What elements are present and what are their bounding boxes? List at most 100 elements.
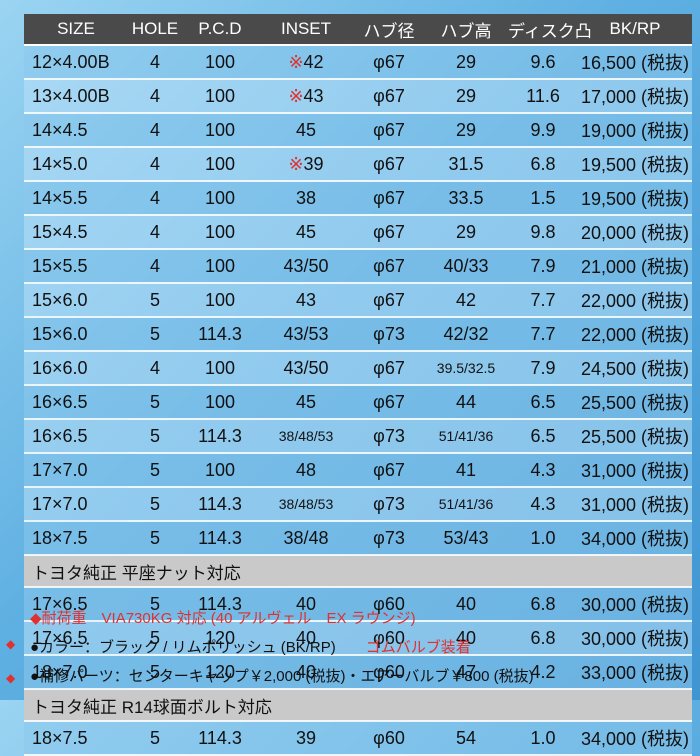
cell-hole: 5: [128, 587, 182, 622]
cell-price: 19,500 (税抜): [578, 181, 692, 216]
notes-block: ◆耐荷重 VIA730KG 対応 (40 アルヴェル EX ラウンジ) ●カラー…: [30, 604, 690, 691]
note-rubber-valve: ゴムバルブ装着: [365, 639, 471, 656]
cell-disc-offset: 7.7: [508, 317, 578, 352]
cell-hub-height: 29: [424, 45, 508, 80]
cell-hub-height: 47: [424, 655, 508, 690]
cell-inset: 43/53: [258, 317, 354, 352]
cell-pcd: 120: [182, 655, 258, 690]
cell-inset: 43/50: [258, 249, 354, 284]
cell-hub-height: 42: [424, 283, 508, 318]
cell-hub-height: 42/32: [424, 317, 508, 352]
table-row: 15×4.5 4 100 45 φ67 29 9.8 20,000 (税抜): [24, 215, 692, 250]
asterisk-mark: ※: [288, 85, 304, 106]
cell-disc-offset: 9.9: [508, 113, 578, 148]
cell-hub-diameter: φ60: [354, 621, 424, 656]
cell-hole: 4: [128, 215, 182, 250]
size-text: 18×7.0: [32, 661, 88, 682]
cell-price: 31,000 (税抜): [578, 453, 692, 488]
cell-size: 16×6.5: [24, 385, 128, 420]
cell-disc-offset: 9.8: [508, 215, 578, 250]
cell-inset: 45: [258, 215, 354, 250]
cell-price: 17,000 (税抜): [578, 79, 692, 114]
cell-size: ◆ 18×7.0: [6, 655, 128, 690]
note-color: ●カラー：ブラック / リムポリッシュ (BK/RP) ゴムバルブ装着: [30, 633, 690, 662]
cell-inset: 38: [258, 181, 354, 216]
table-row: 12×4.00B 4 100 ※42 φ67 29 9.6 16,500 (税抜): [24, 45, 692, 80]
table-row: 14×4.5 4 100 45 φ67 29 9.9 19,000 (税抜): [24, 113, 692, 148]
cell-inset: 43/50: [258, 351, 354, 386]
inset-value: 38/48/53: [278, 428, 334, 444]
cell-hub-diameter: φ67: [354, 45, 424, 80]
diamond-marker-icon: ◆: [6, 636, 16, 651]
cell-price: 22,000 (税抜): [578, 283, 692, 318]
cell-size: 15×4.5: [24, 215, 128, 250]
cell-hub-diameter: φ67: [354, 249, 424, 284]
cell-pcd: 100: [182, 283, 258, 318]
cell-inset: ※42: [258, 45, 354, 80]
cell-size: 17×7.0: [24, 487, 128, 522]
cell-hub-diameter: φ67: [354, 181, 424, 216]
cell-pcd: 114.3: [182, 521, 258, 556]
cell-pcd: 100: [182, 385, 258, 420]
size-text: 17×7.0: [32, 493, 88, 514]
cell-hole: 5: [128, 655, 182, 690]
cell-hub-diameter: φ73: [354, 487, 424, 522]
note-load-rating: ◆耐荷重 VIA730KG 対応 (40 アルヴェル EX ラウンジ): [30, 604, 690, 633]
cell-hub-diameter: φ67: [354, 147, 424, 182]
cell-size: 14×4.5: [24, 113, 128, 148]
cell-pcd: 114.3: [182, 419, 258, 454]
table-row: 17×7.0 5 100 48 φ67 41 4.3 31,000 (税抜): [24, 453, 692, 488]
cell-hub-height: 54: [424, 721, 508, 756]
table-row: 18×7.5 5 114.3 38/48 φ73 53/43 1.0 34,000 (税抜): [24, 521, 692, 556]
table-row: 17×6.5 5 114.3 40 φ60 40 6.8 30,000 (税抜): [24, 587, 692, 622]
cell-size: 16×6.0: [24, 351, 128, 386]
cell-disc-offset: 4.3: [508, 453, 578, 488]
cell-hole: 5: [128, 283, 182, 318]
cell-hub-height: 31.5: [424, 147, 508, 182]
cell-price: 30,000 (税抜): [578, 621, 692, 656]
inset-value: 43/50: [283, 357, 329, 378]
diamond-marker-icon: ◆: [6, 670, 16, 685]
inset-value: 38/48/53: [278, 496, 334, 512]
cell-price: 24,500 (税抜): [578, 351, 692, 386]
cell-pcd: 114.3: [182, 487, 258, 522]
cell-size: 14×5.0: [24, 147, 128, 182]
table-row: 18×7.5 5 114.3 39 φ60 54 1.0 34,000 (税抜): [24, 721, 692, 756]
inset-value: 40: [295, 627, 317, 648]
cell-pcd: 100: [182, 351, 258, 386]
cell-price: 25,500 (税抜): [578, 385, 692, 420]
cell-disc-offset: 6.5: [508, 419, 578, 454]
cell-hub-height: 40/33: [424, 249, 508, 284]
cell-hub-diameter: φ60: [354, 655, 424, 690]
cell-pcd: 114.3: [182, 317, 258, 352]
cell-hole: 5: [128, 521, 182, 556]
cell-hole: 4: [128, 113, 182, 148]
cell-hub-diameter: φ60: [354, 587, 424, 622]
cell-inset: 38/48/53: [258, 419, 354, 454]
cell-disc-offset: 9.6: [508, 45, 578, 80]
cell-hub-diameter: φ73: [354, 317, 424, 352]
cell-inset: 43: [258, 283, 354, 318]
inset-value: 42: [303, 51, 324, 72]
cell-hole: 4: [128, 351, 182, 386]
cell-inset: 38/48: [258, 521, 354, 556]
cell-disc-offset: 6.5: [508, 385, 578, 420]
cell-price: 20,000 (税抜): [578, 215, 692, 250]
cell-price: 19,500 (税抜): [578, 147, 692, 182]
cell-hub-diameter: φ67: [354, 283, 424, 318]
inset-value: 45: [295, 221, 317, 242]
cell-size: 13×4.00B: [24, 79, 128, 114]
cell-inset: 40: [258, 621, 354, 656]
size-text: 16×6.5: [32, 425, 88, 446]
size-text: 18×7.5: [32, 527, 88, 548]
cell-hole: 5: [128, 385, 182, 420]
section-header-row: トヨタ純正 R14球面ボルト対応: [24, 689, 692, 722]
cell-price: 34,000 (税抜): [578, 521, 692, 556]
cell-price: 21,000 (税抜): [578, 249, 692, 284]
cell-size: 14×5.5: [24, 181, 128, 216]
table-header-row: SIZE HOLE P.C.D INSET ハブ径 ハブ高 ディスク凸 BK/R…: [24, 14, 692, 46]
cell-inset: 48: [258, 453, 354, 488]
inset-value: 45: [295, 119, 317, 140]
cell-hole: 4: [128, 249, 182, 284]
note-parts: ●補修パーツ：センターキャップ￥2,000 (税抜)・エアーバルブ￥800 (税…: [30, 662, 690, 691]
